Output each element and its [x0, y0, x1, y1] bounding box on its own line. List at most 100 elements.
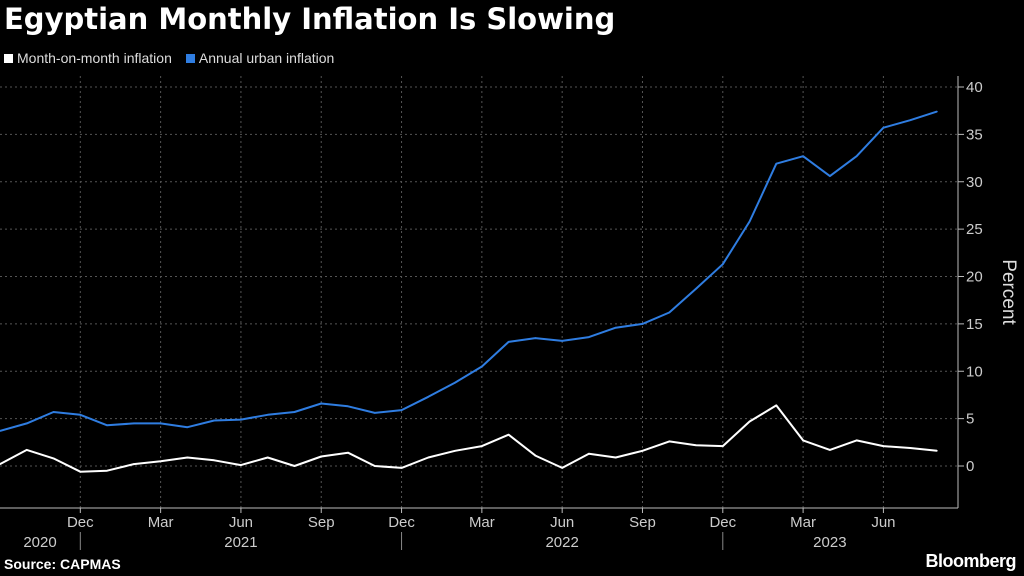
data-point-mom [52, 457, 55, 460]
x-tick-label: Sep [308, 514, 335, 531]
data-point-annual [775, 162, 778, 165]
data-point-mom [106, 469, 108, 472]
data-point-annual [695, 288, 697, 290]
data-point-annual [481, 365, 483, 368]
x-tick-label: Mar [469, 514, 495, 531]
data-point-mom [0, 463, 1, 465]
series-layer [0, 110, 938, 473]
data-point-mom [427, 456, 430, 459]
data-point-mom [936, 450, 938, 452]
legend-label-annual: Annual urban inflation [198, 50, 335, 66]
data-point-annual [52, 411, 55, 413]
data-point-annual [79, 414, 82, 416]
data-point-mom [855, 439, 858, 442]
legend-item-annual: Annual urban inflation [185, 50, 335, 66]
data-point-mom [534, 454, 537, 457]
x-tick-label: Jun [550, 514, 574, 531]
data-point-mom [722, 445, 724, 447]
label-layer: 0 5 10 15 20 25 30 35 40 Dec Mar Jun Sep Dec Mar Jun Sep… [23, 79, 1019, 551]
y-tick-label: 35 [966, 126, 983, 143]
x-tick-label: Mar [148, 514, 174, 531]
data-point-annual [213, 419, 215, 422]
data-point-mom [454, 450, 456, 452]
data-point-annual [427, 396, 430, 398]
x-year-label: 2020 [23, 534, 56, 551]
legend: Month-on-month inflation Annual urban in… [4, 50, 334, 66]
y-tick-label: 15 [966, 316, 983, 333]
data-point-annual [909, 119, 911, 121]
x-year-label: 2023 [813, 534, 846, 551]
data-point-annual [400, 409, 403, 411]
x-tick-label: Mar [790, 514, 816, 531]
x-tick-label: Jun [229, 514, 253, 531]
data-point-mom [829, 449, 831, 451]
data-point-mom [561, 467, 563, 469]
data-point-mom [481, 445, 483, 447]
data-point-mom [507, 433, 510, 436]
data-point-mom [802, 439, 804, 442]
data-point-annual [293, 411, 296, 413]
data-point-mom [588, 452, 590, 455]
data-point-annual [454, 381, 456, 384]
data-point-mom [133, 463, 135, 465]
data-point-annual [668, 311, 671, 314]
data-point-annual [507, 341, 510, 343]
x-tick-label: Sep [629, 514, 656, 531]
data-point-annual [588, 336, 590, 338]
x-tick-label: Dec [709, 514, 736, 531]
data-point-annual [106, 424, 108, 427]
data-point-mom [775, 404, 778, 407]
data-point-annual [882, 126, 885, 129]
data-point-mom [668, 440, 671, 443]
data-point-annual [829, 175, 831, 177]
legend-swatch-mom [4, 53, 13, 63]
data-point-mom [26, 449, 28, 451]
data-point-mom [79, 470, 82, 473]
data-point-annual [186, 426, 189, 429]
data-point-annual [936, 110, 938, 113]
x-year-label: 2021 [224, 534, 257, 551]
y-tick-label: 20 [966, 269, 983, 286]
data-point-annual [722, 263, 724, 266]
data-point-annual [320, 402, 323, 405]
data-point-annual [347, 405, 349, 408]
source-note: Source: CAPMAS [4, 556, 121, 572]
data-point-annual [159, 422, 162, 425]
y-tick-label: 25 [966, 221, 983, 238]
data-point-mom [159, 460, 162, 463]
legend-label-mom: Month-on-month inflation [17, 50, 172, 66]
data-point-mom [320, 455, 323, 458]
data-point-mom [293, 465, 296, 467]
data-point-mom [374, 465, 376, 467]
data-point-mom [695, 444, 697, 447]
y-tick-label: 40 [966, 79, 983, 96]
x-year-label: 2022 [545, 534, 578, 551]
data-point-mom [882, 445, 885, 447]
legend-item-mom: Month-on-month inflation [4, 50, 172, 66]
series-line-mom [0, 404, 938, 473]
data-point-mom [347, 451, 349, 454]
bloomberg-logo: Bloomberg [925, 551, 1016, 571]
y-axis-label: Percent [998, 259, 1019, 325]
data-point-mom [266, 456, 269, 459]
data-point-annual [534, 337, 537, 339]
x-tick-label: Dec [67, 514, 94, 531]
y-tick-label: 5 [966, 411, 974, 428]
data-point-annual [614, 326, 617, 329]
data-point-annual [26, 422, 28, 425]
chart-title: Egyptian Monthly Inflation Is Slowing [4, 2, 616, 36]
data-point-mom [614, 456, 617, 459]
data-point-mom [213, 459, 215, 462]
data-point-annual [561, 340, 563, 342]
data-point-annual [0, 430, 1, 432]
y-tick-label: 0 [966, 458, 974, 475]
x-tick-label: Jun [871, 514, 895, 531]
x-tick-label: Dec [388, 514, 415, 531]
data-point-mom [909, 447, 911, 449]
data-point-mom [748, 420, 751, 423]
data-point-annual [266, 414, 269, 416]
grid-layer [0, 76, 958, 508]
data-point-annual [374, 412, 376, 414]
data-point-annual [641, 323, 644, 325]
